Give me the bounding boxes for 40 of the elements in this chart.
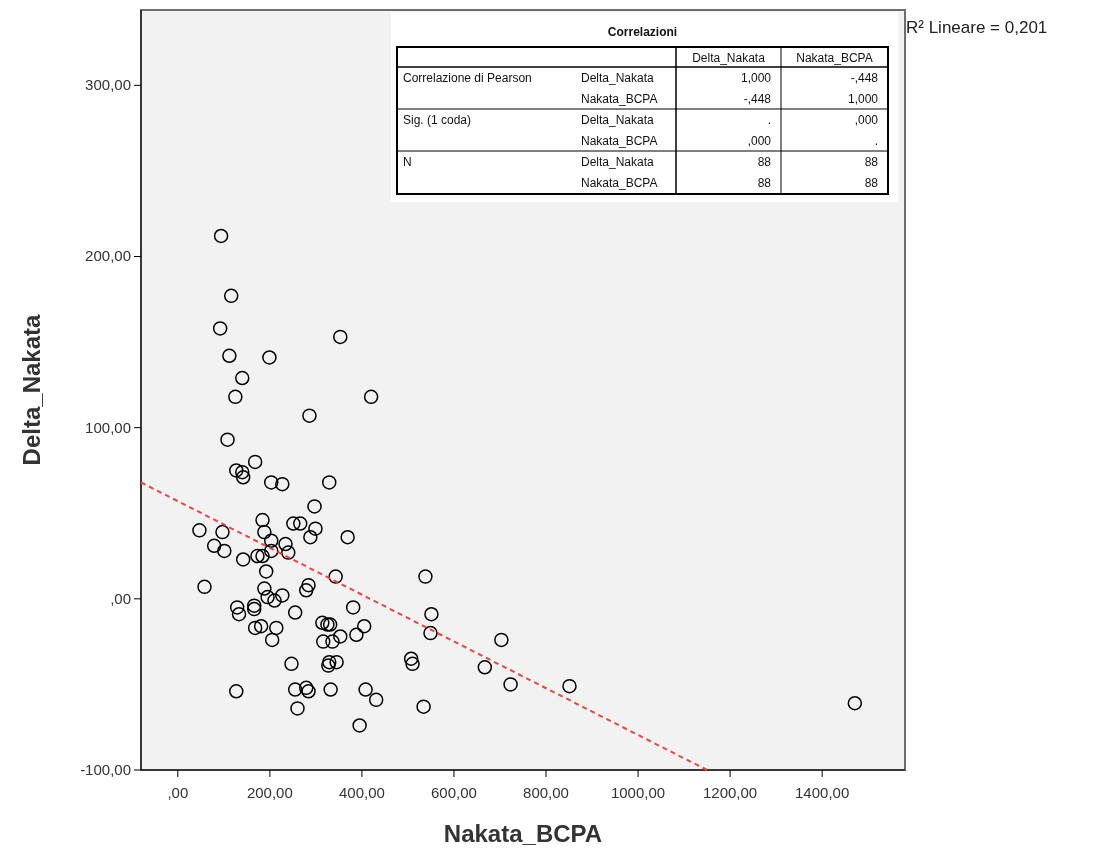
x-tick-label: 1200,00 <box>702 784 758 801</box>
text: R² Lineare = 0,201 <box>906 18 1048 37</box>
y-tick-label: 300,00 <box>85 76 131 94</box>
y-tick-label: ,00 <box>110 589 131 607</box>
annotation: Nakata_BCPA <box>581 134 658 148</box>
y-tick-label: 100,00 <box>85 418 131 436</box>
annotation: N <box>403 155 412 169</box>
annotation: 1,000 <box>740 71 772 85</box>
annotation: . <box>767 113 771 127</box>
annotation: Sig. (1 coda) <box>403 113 472 127</box>
annotation: 88 <box>757 155 772 169</box>
x-tick-label: 600,00 <box>431 784 477 801</box>
annotation: 88 <box>757 176 772 190</box>
annotation: Correlazione di Pearson <box>403 71 532 85</box>
x-tick-label: 400,00 <box>338 784 385 801</box>
annotation: 88 <box>864 176 879 190</box>
x-tick-label: 1000,00 <box>610 784 666 801</box>
annotation: . <box>874 134 878 148</box>
x-tick-label: 800,00 <box>523 784 569 801</box>
annotation: Delta_Nakata <box>581 71 655 85</box>
x-tick-label: ,00 <box>167 784 189 801</box>
annotation: 88 <box>864 155 879 169</box>
annotation: ,000 <box>854 113 879 127</box>
annotation: Delta_Nakata <box>692 51 766 65</box>
annotation: -,448 <box>850 71 879 85</box>
x-axis-title: Nakata_BCPA <box>443 820 603 847</box>
annotation: Nakata_BCPA <box>796 51 873 65</box>
annotation: -,448 <box>743 92 772 106</box>
x-tick-label: 1400,00 <box>795 784 850 801</box>
annotation: Delta_Nakata <box>581 155 655 169</box>
annotation: 1,000 <box>847 92 879 106</box>
annotation: Delta_Nakata <box>581 113 655 127</box>
y-axis-title: Delta_Nakata <box>18 313 45 466</box>
annotation: Correlazioni <box>607 25 678 39</box>
y-tick-label: 200,00 <box>85 247 131 265</box>
annotation: Nakata_BCPA <box>581 176 658 190</box>
x-tick-label: 200,00 <box>246 784 293 801</box>
annotation: ,000 <box>747 134 772 148</box>
annotation: Nakata_BCPA <box>581 92 658 106</box>
y-tick-label: -100,00 <box>80 761 131 778</box>
